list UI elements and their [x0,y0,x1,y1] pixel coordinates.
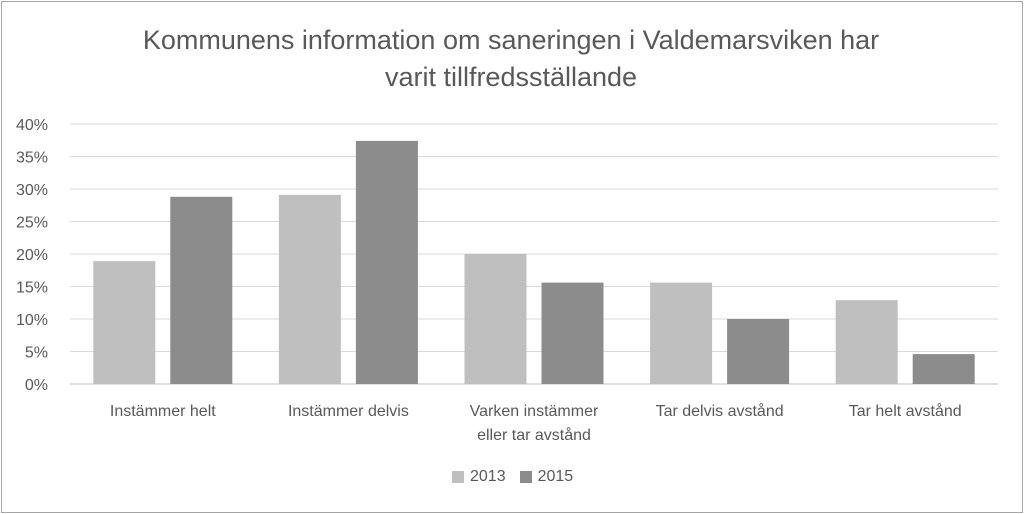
bar-2013 [650,282,713,384]
bar-2013 [835,300,898,384]
legend-swatch-2015 [519,471,532,483]
legend: 2013 2015 [452,468,587,486]
chart-title-line-2: varit tillfredsställande [384,62,638,92]
legend-label-2015: 2015 [537,468,574,485]
legend-label-2013: 2013 [470,468,506,485]
y-tick-label: 20% [16,247,48,264]
bar-2015 [912,354,975,384]
y-tick-label: 25% [16,215,48,232]
y-tick-label: 40% [16,117,48,134]
legend-item-2013: 2013 [452,468,506,486]
x-category-label: Tar helt avstånd [849,402,962,420]
y-tick-label: 5% [25,345,48,362]
bar-2013 [278,194,341,384]
y-tick-label: 0% [25,377,48,394]
bar-2015 [727,319,790,384]
x-category-label: Instämmer delvis [288,403,409,420]
x-category-label: Varken instämmer [470,403,599,420]
bar-2013 [93,261,156,384]
y-tick-label: 15% [16,280,48,297]
x-category-label: eller tar avstånd [477,426,591,444]
legend-item-2015: 2015 [519,468,574,486]
x-category-label: Tar delvis avstånd [656,402,784,420]
bar-2015 [355,140,418,384]
y-tick-label: 30% [16,182,48,199]
bar-2015 [541,282,604,384]
y-tick-label: 35% [16,150,48,167]
chart-title-line-1: Kommunens information om saneringen i Va… [142,25,880,55]
chart-title: Kommunens information om saneringen i Va… [0,22,1022,96]
legend-swatch-2013 [452,471,464,483]
bar-2013 [464,254,527,384]
x-category-label: Instämmer helt [110,403,216,420]
bar-2015 [170,196,233,384]
y-tick-label: 10% [16,312,48,329]
